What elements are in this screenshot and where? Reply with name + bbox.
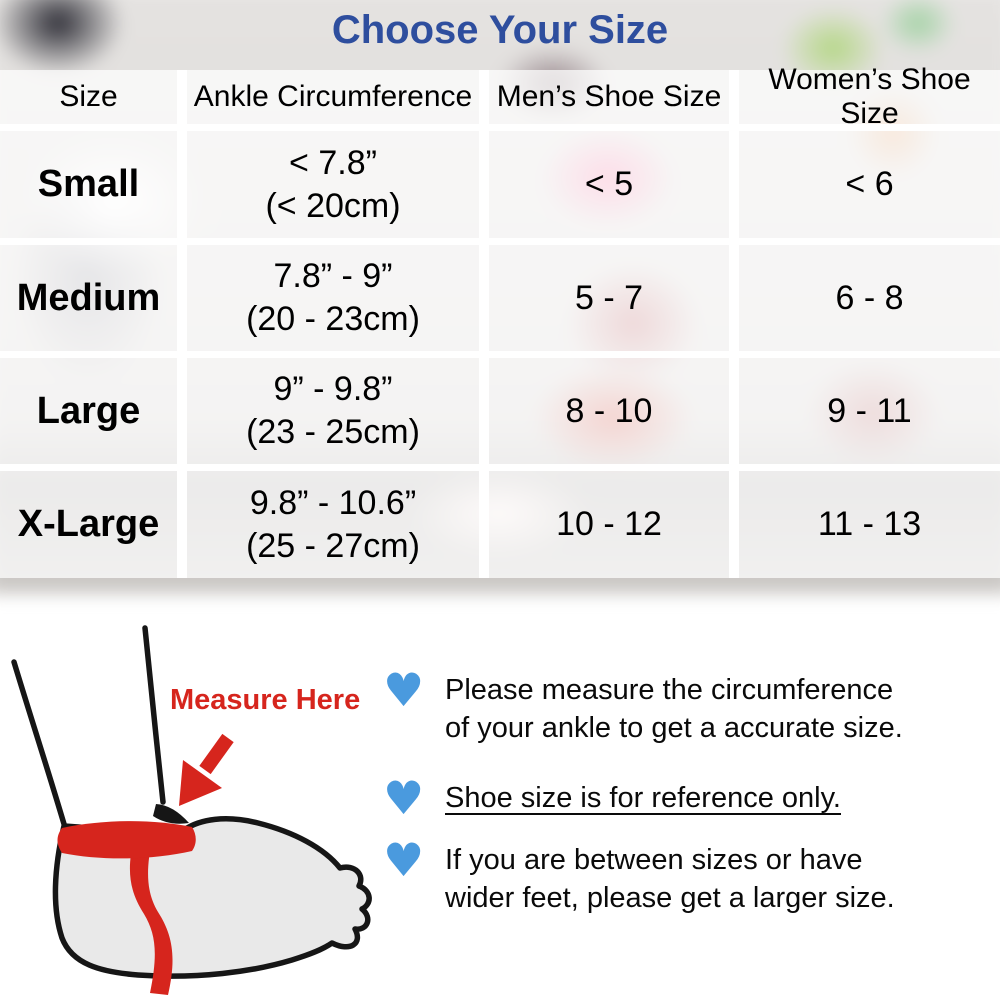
- size-label: Small: [37, 163, 140, 205]
- header-womens-shoe-size: Women’s Shoe Size: [739, 63, 1000, 131]
- note-item: ♥ If you are between sizes or have wider…: [383, 833, 995, 917]
- ankle-cell: < 7.8” (< 20cm): [187, 131, 489, 245]
- ankle-strap-icon: [57, 821, 196, 859]
- page-title: Choose Your Size: [331, 8, 669, 52]
- measure-here-label: Measure Here: [170, 684, 361, 716]
- men-shoe-cell: 8 - 10: [489, 358, 739, 471]
- heart-icon: ♥: [383, 771, 425, 825]
- note-text: Shoe size is for reference only.: [445, 778, 841, 818]
- women-shoe-cell: 11 - 13: [739, 471, 1000, 578]
- ankle-notch: [153, 804, 189, 824]
- size-label: Large: [36, 389, 141, 432]
- size-cell: X-Large: [0, 471, 187, 578]
- measuring-ribbon-icon: [129, 838, 173, 995]
- back-leg-line: [11, 659, 67, 827]
- ankle-inches: 9” - 9.8”: [273, 370, 393, 408]
- measure-arrow-icon: [179, 760, 222, 806]
- header-mens-shoe-size: Men’s Shoe Size: [489, 70, 739, 131]
- ankle-cm: (20 - 23cm): [246, 300, 420, 338]
- note-line: of your ankle to get a accurate size.: [445, 712, 903, 744]
- header-ankle-circumference: Ankle Circumference: [187, 70, 489, 131]
- ankle-cm: (< 20cm): [265, 186, 401, 225]
- size-table: Size Ankle Circumference Men’s Shoe Size…: [0, 63, 1000, 578]
- heart-icon: ♥: [383, 833, 425, 887]
- ankle-cm: (23 - 25cm): [246, 413, 420, 451]
- front-leg-line: [142, 625, 166, 805]
- note-text: If you are between sizes or have wider f…: [445, 840, 895, 917]
- women-shoe-cell: 9 - 11: [739, 358, 1000, 471]
- women-shoe-cell: < 6: [739, 131, 1000, 245]
- men-shoe-cell: 10 - 12: [489, 471, 739, 578]
- note-line: If you are between sizes or have: [445, 844, 863, 876]
- note-item: ♥ Shoe size is for reference only.: [383, 771, 995, 825]
- measure-arrow-shaft: [199, 733, 234, 775]
- ankle-inches: 9.8” - 10.6”: [249, 483, 417, 522]
- note-item: ♥ Please measure the circumference of yo…: [383, 663, 995, 747]
- header-size: Size: [0, 70, 187, 131]
- note-line: Please measure the circumference: [445, 674, 894, 706]
- note-line: wider feet, please get a larger size.: [445, 882, 895, 914]
- size-cell: Large: [0, 358, 187, 471]
- men-shoe-cell: 5 - 7: [489, 245, 739, 358]
- ankle-cell: 7.8” - 9” (20 - 23cm): [187, 245, 489, 358]
- women-shoe-cell: 6 - 8: [739, 245, 1000, 358]
- size-cell: Medium: [0, 245, 187, 358]
- men-shoe-cell: < 5: [489, 131, 739, 245]
- size-cell: Small: [0, 131, 187, 245]
- heart-icon: ♥: [383, 663, 425, 717]
- size-label: X-Large: [17, 503, 160, 545]
- note-line: Shoe size is for reference only.: [445, 782, 841, 814]
- ankle-cell: 9.8” - 10.6” (25 - 27cm): [187, 471, 489, 578]
- ankle-cm: (25 - 27cm): [246, 526, 420, 565]
- ankle-inches: 7.8” - 9”: [273, 257, 393, 295]
- ankle-inches: < 7.8”: [289, 143, 377, 182]
- size-label: Medium: [16, 276, 161, 319]
- ankle-cell: 9” - 9.8” (23 - 25cm): [187, 358, 489, 471]
- note-text: Please measure the circumference of your…: [445, 670, 903, 747]
- foot-diagram: [11, 625, 372, 995]
